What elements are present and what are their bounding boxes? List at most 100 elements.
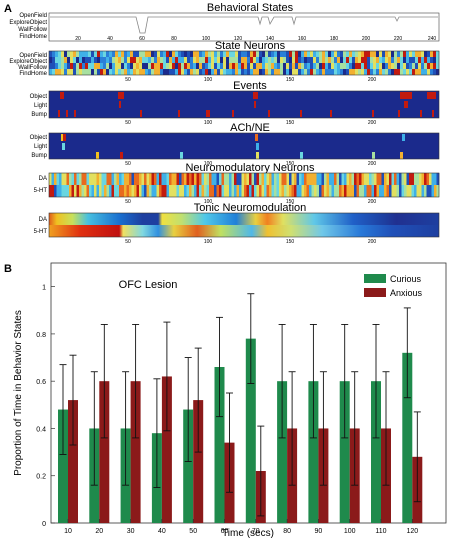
heat-cell	[184, 63, 188, 69]
heat-cell	[169, 69, 173, 75]
heat-cell	[166, 173, 170, 185]
heat-cell	[151, 57, 155, 63]
heat-cell	[85, 51, 89, 57]
heat-cell	[67, 51, 71, 57]
event-mark	[232, 110, 234, 117]
heat-cell	[352, 69, 356, 75]
heatmap-x-tick: 100	[204, 120, 213, 126]
heat-cell	[397, 51, 401, 57]
heat-cell	[106, 63, 110, 69]
heat-cell	[191, 185, 195, 197]
heat-cell	[329, 173, 332, 185]
heat-cell	[54, 185, 57, 197]
heat-cell	[274, 185, 277, 197]
ach-mark	[300, 152, 303, 159]
heat-cell	[346, 173, 350, 185]
x-tick-label: 120	[406, 528, 418, 535]
heat-cell	[427, 51, 431, 57]
heat-cell	[160, 51, 164, 57]
heat-cell	[367, 57, 371, 63]
heat-cell	[286, 173, 290, 185]
heat-cell	[319, 69, 323, 75]
heat-cell	[352, 51, 356, 57]
heat-cell	[388, 51, 392, 57]
heat-cell	[371, 185, 375, 197]
heatmap-x-tick: 50	[125, 239, 131, 245]
heat-cell	[236, 173, 240, 185]
heat-cell	[55, 69, 59, 75]
heat-cell	[325, 57, 329, 63]
heat-cell	[262, 63, 266, 69]
legend-swatch-anxious	[364, 288, 386, 297]
heat-cell	[271, 57, 275, 63]
heat-cell	[369, 173, 372, 185]
heat-cell	[86, 173, 90, 185]
heat-cell	[58, 69, 62, 75]
heat-cell	[304, 63, 308, 69]
heat-cell	[381, 173, 385, 185]
heat-cell	[351, 185, 355, 197]
heatmap-x-tick: 100	[204, 77, 213, 83]
heat-cell	[414, 173, 417, 185]
heat-cell	[196, 185, 200, 197]
heat-cell	[89, 185, 92, 197]
heat-cell	[283, 51, 287, 57]
heat-cell	[226, 63, 230, 69]
heat-cell	[139, 51, 143, 57]
heat-cell	[89, 173, 92, 185]
behavior-x-tick: 40	[107, 36, 113, 42]
heat-cell	[374, 173, 377, 185]
heat-cell	[301, 51, 305, 57]
heat-cell	[136, 69, 140, 75]
heat-cell	[415, 57, 419, 63]
heat-cell	[241, 51, 245, 57]
heat-cell	[346, 51, 350, 57]
heat-cell	[206, 185, 210, 197]
heat-cell	[382, 69, 386, 75]
event-mark	[118, 92, 124, 99]
heat-cell	[205, 51, 209, 57]
heat-cell	[382, 57, 386, 63]
heat-cell	[193, 63, 197, 69]
heat-cell	[366, 185, 370, 197]
heat-cell	[69, 185, 72, 197]
heat-cell	[178, 51, 182, 57]
heat-cell	[234, 185, 237, 197]
heat-cell	[49, 185, 52, 197]
heat-cell	[382, 51, 386, 57]
heatmap-x-tick: 100	[204, 199, 213, 205]
heat-cell	[256, 51, 260, 57]
heatmap-title: Tonic Neuromodulation	[194, 202, 307, 214]
heat-cell	[88, 57, 92, 63]
heat-cell	[70, 69, 74, 75]
heat-cell	[316, 63, 320, 69]
heat-cell	[104, 173, 107, 185]
heat-cell	[292, 57, 296, 63]
heat-cell	[356, 185, 360, 197]
heat-cell	[351, 173, 355, 185]
heat-cell	[66, 173, 70, 185]
heat-cell	[373, 51, 377, 57]
heat-cell	[64, 185, 67, 197]
heat-cell	[151, 63, 155, 69]
heat-cell	[61, 57, 65, 63]
heatmap-row-label: Light	[34, 144, 47, 150]
heat-cell	[238, 69, 242, 75]
heat-cell	[433, 63, 437, 69]
event-mark	[140, 110, 142, 117]
heat-cell	[199, 63, 203, 69]
heat-cell	[354, 173, 357, 185]
heat-cell	[104, 185, 107, 197]
heat-cell	[289, 173, 292, 185]
heat-cell	[358, 57, 362, 63]
heat-cell	[291, 185, 295, 197]
heat-cell	[391, 51, 395, 57]
heatmap-x-tick: 200	[368, 77, 377, 83]
heatmap-title: State Neurons	[215, 40, 286, 52]
heat-cell	[340, 57, 344, 63]
heat-cell	[325, 51, 329, 57]
heat-cell	[109, 63, 113, 69]
heat-cell	[331, 51, 335, 57]
heat-cell	[376, 57, 380, 63]
heat-cell	[234, 173, 237, 185]
